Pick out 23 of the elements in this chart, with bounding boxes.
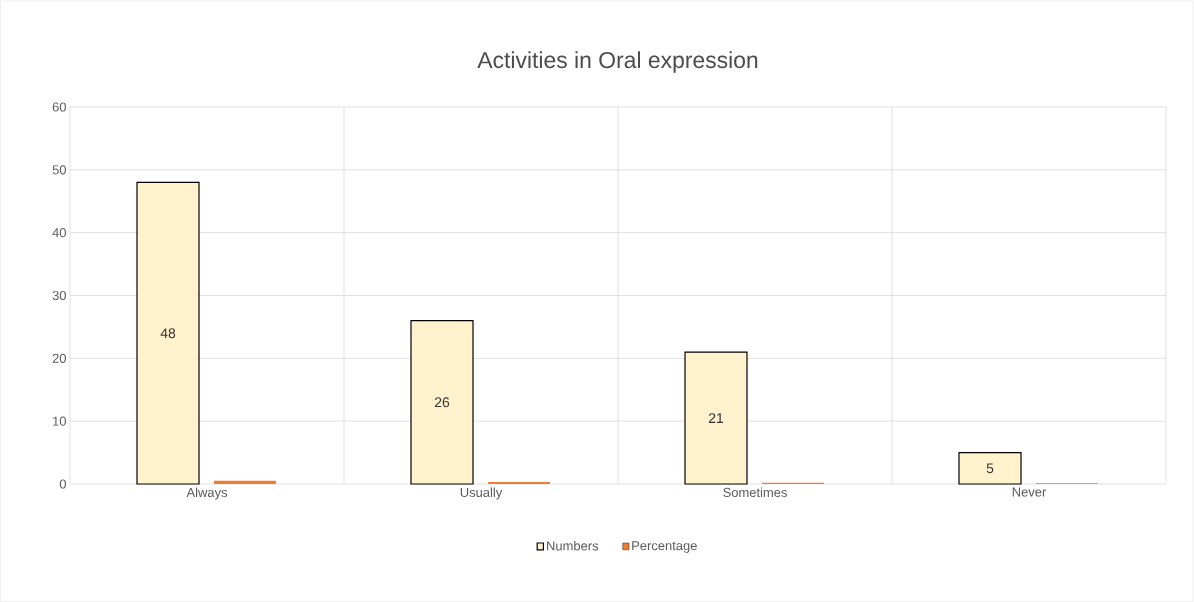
bar: [958, 451, 1022, 485]
y-tick-label: 60: [52, 102, 66, 112]
bar: [214, 480, 277, 484]
y-tick-label: 40: [52, 228, 66, 238]
legend-label: Numbers: [547, 540, 599, 551]
legend-label: Percentage: [632, 541, 697, 553]
data-label: 48: [160, 328, 176, 339]
data-label: 21: [708, 413, 724, 423]
chart-title: Activities in Oral expression: [477, 51, 758, 73]
y-tick-label: 20: [52, 353, 66, 363]
y-tick-label: 10: [53, 416, 66, 426]
y-tick-label: 0: [59, 479, 66, 489]
x-tick-label: Always: [186, 487, 228, 500]
x-tick-label: Usually: [460, 487, 503, 500]
y-tick-label: 50: [52, 165, 66, 175]
x-tick-label: Sometimes: [723, 487, 787, 498]
bar: [410, 320, 474, 485]
data-label: 26: [434, 397, 450, 408]
bar: [136, 181, 200, 485]
data-label: 5: [986, 463, 994, 474]
x-tick-label: Never: [1012, 487, 1047, 497]
y-tick-label: 30: [52, 290, 66, 301]
bar: [684, 351, 748, 485]
